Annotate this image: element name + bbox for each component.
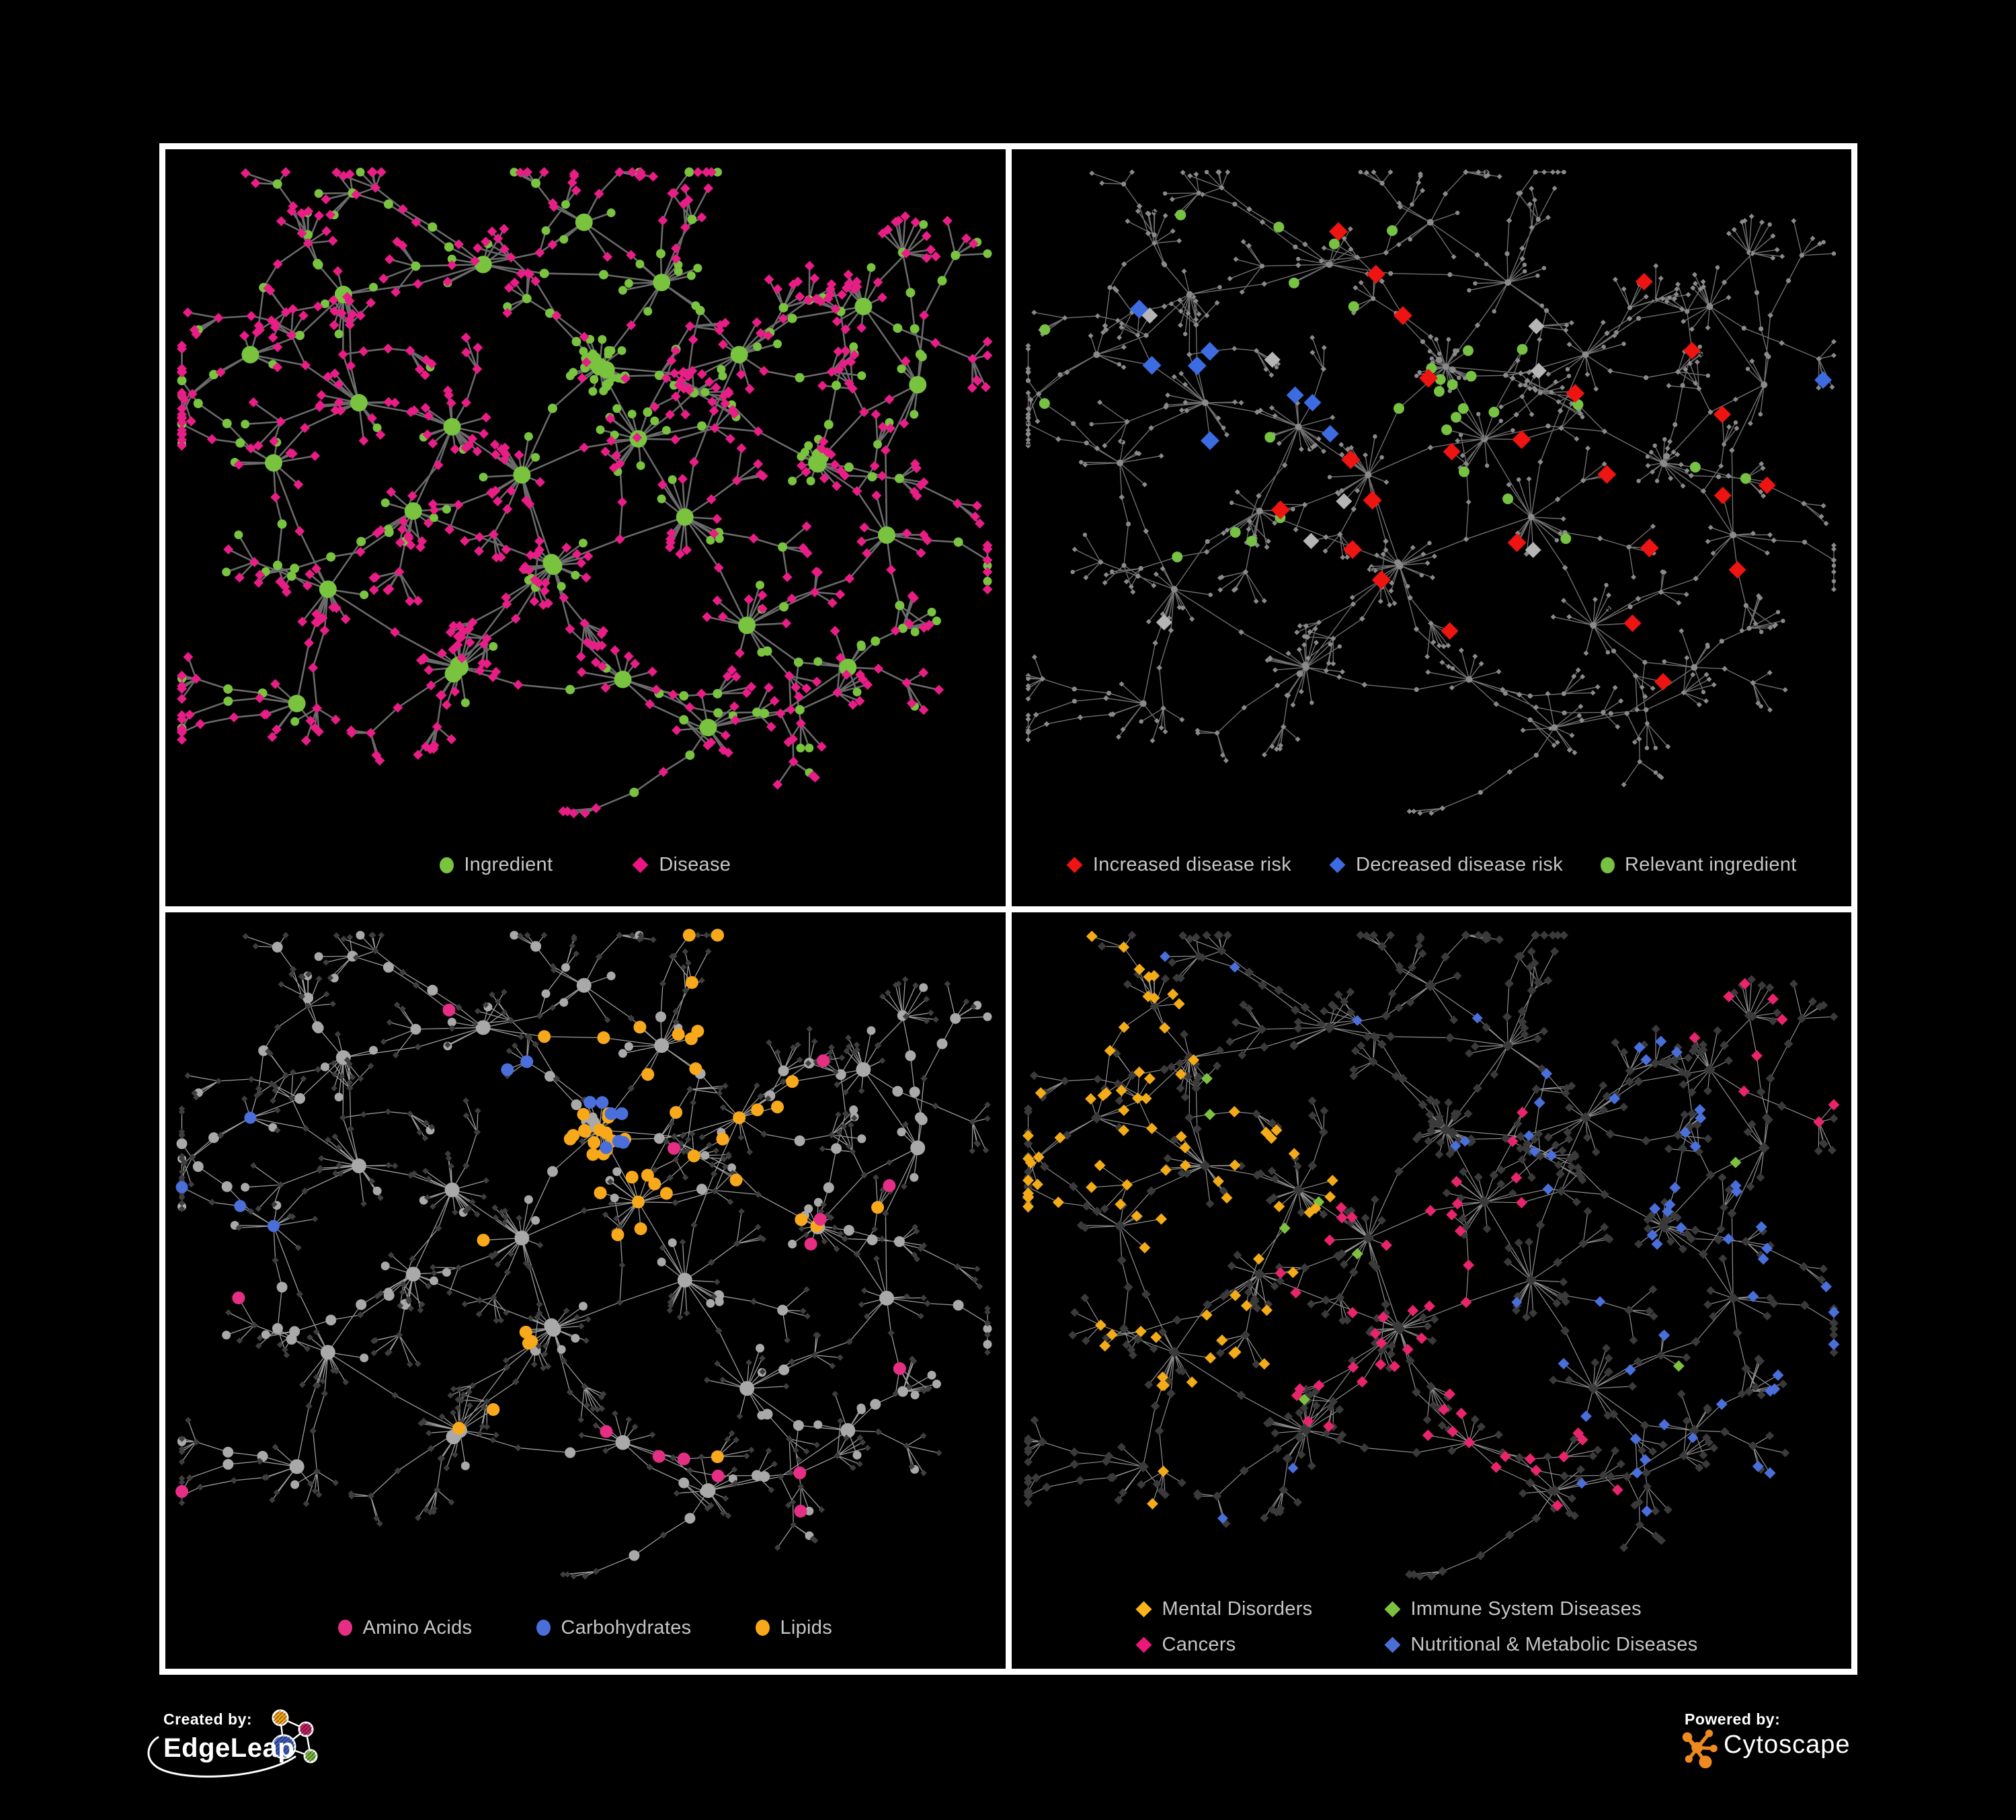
nutrient-class-network-graph xyxy=(175,928,992,1579)
legend-label: Ingredient xyxy=(464,854,553,875)
panel-nutrient-classes: Amino Acids Carbohydrates Lipids xyxy=(165,912,1006,1669)
disease-class-network-graph xyxy=(1022,930,1839,1581)
cytoscape-logo-mark xyxy=(1682,1729,1718,1768)
legend-label: Cancers xyxy=(1162,1633,1236,1655)
legend-nutrient-classes: Amino Acids Carbohydrates Lipids xyxy=(165,1617,1006,1639)
legend-item: Cancers xyxy=(1135,1634,1384,1656)
legend-disease-classes: Mental Disorders Immune System Diseases Ca… xyxy=(1135,1598,1698,1656)
legend-label: Disease xyxy=(659,854,731,875)
legend-item: Relevant ingredient xyxy=(1601,854,1797,876)
disease-risk-network-graph xyxy=(1024,169,1837,816)
powered-by-block: Powered by: xyxy=(1685,1710,1780,1729)
diamond-swatch-icon xyxy=(1383,1636,1401,1653)
panel-disease-risk: Increased disease risk Decreased disease … xyxy=(1011,149,1852,906)
ingredient-disease-network-graph xyxy=(177,167,993,819)
circle-swatch-icon xyxy=(338,1620,353,1636)
diamond-swatch-icon xyxy=(632,857,649,873)
circle-swatch-icon xyxy=(536,1620,551,1636)
circle-swatch-icon xyxy=(1601,857,1615,873)
circle-swatch-icon xyxy=(756,1620,770,1636)
diamond-swatch-icon xyxy=(1135,1636,1152,1653)
legend-label: Increased disease risk xyxy=(1092,854,1292,875)
circle-swatch-icon xyxy=(440,857,454,873)
legend-item: Increased disease risk xyxy=(1066,854,1291,876)
panel-ingredient-disease: Ingredient Disease xyxy=(165,149,1006,906)
cytoscape-wordmark: Cytoscape xyxy=(1724,1731,1851,1759)
legend-item: Immune System Diseases xyxy=(1383,1597,1698,1620)
legend-label: Relevant ingredient xyxy=(1625,854,1797,875)
legend-ingredient-disease: Ingredient Disease xyxy=(165,854,1006,876)
legend-item: Lipids xyxy=(756,1617,832,1639)
legend-item: Decreased disease risk xyxy=(1329,854,1563,876)
legend-label: Mental Disorders xyxy=(1162,1597,1313,1620)
legend-item: Disease xyxy=(632,854,731,876)
powered-by-label: Powered by: xyxy=(1685,1710,1781,1728)
created-by-block: Created by: EdgeLeap xyxy=(163,1710,294,1764)
edgeleap-wordmark: EdgeLeap xyxy=(163,1733,295,1763)
diamond-swatch-icon xyxy=(1329,857,1346,873)
panel-grid: Ingredient Disease Increased disease risk… xyxy=(159,143,1857,1675)
legend-label: Carbohydrates xyxy=(561,1616,692,1638)
diamond-swatch-icon xyxy=(1383,1600,1401,1618)
legend-disease-risk: Increased disease risk Decreased disease … xyxy=(1012,854,1852,876)
panel-disease-classes: Mental Disorders Immune System Diseases Ca… xyxy=(1011,912,1851,1669)
legend-item: Ingredient xyxy=(440,854,553,876)
legend-label: Decreased disease risk xyxy=(1356,854,1564,875)
legend-label: Lipids xyxy=(780,1616,833,1638)
legend-item: Mental Disorders xyxy=(1135,1598,1384,1620)
legend-item: Carbohydrates xyxy=(536,1617,691,1639)
legend-item: Nutritional & Metabolic Diseases xyxy=(1383,1633,1698,1656)
legend-label: Amino Acids xyxy=(362,1616,473,1638)
diamond-swatch-icon xyxy=(1135,1600,1152,1618)
diamond-swatch-icon xyxy=(1066,857,1083,873)
legend-item: Amino Acids xyxy=(338,1617,472,1639)
legend-label: Nutritional & Metabolic Diseases xyxy=(1410,1633,1698,1655)
created-by-label: Created by: xyxy=(163,1710,253,1728)
legend-label: Immune System Diseases xyxy=(1410,1597,1642,1620)
